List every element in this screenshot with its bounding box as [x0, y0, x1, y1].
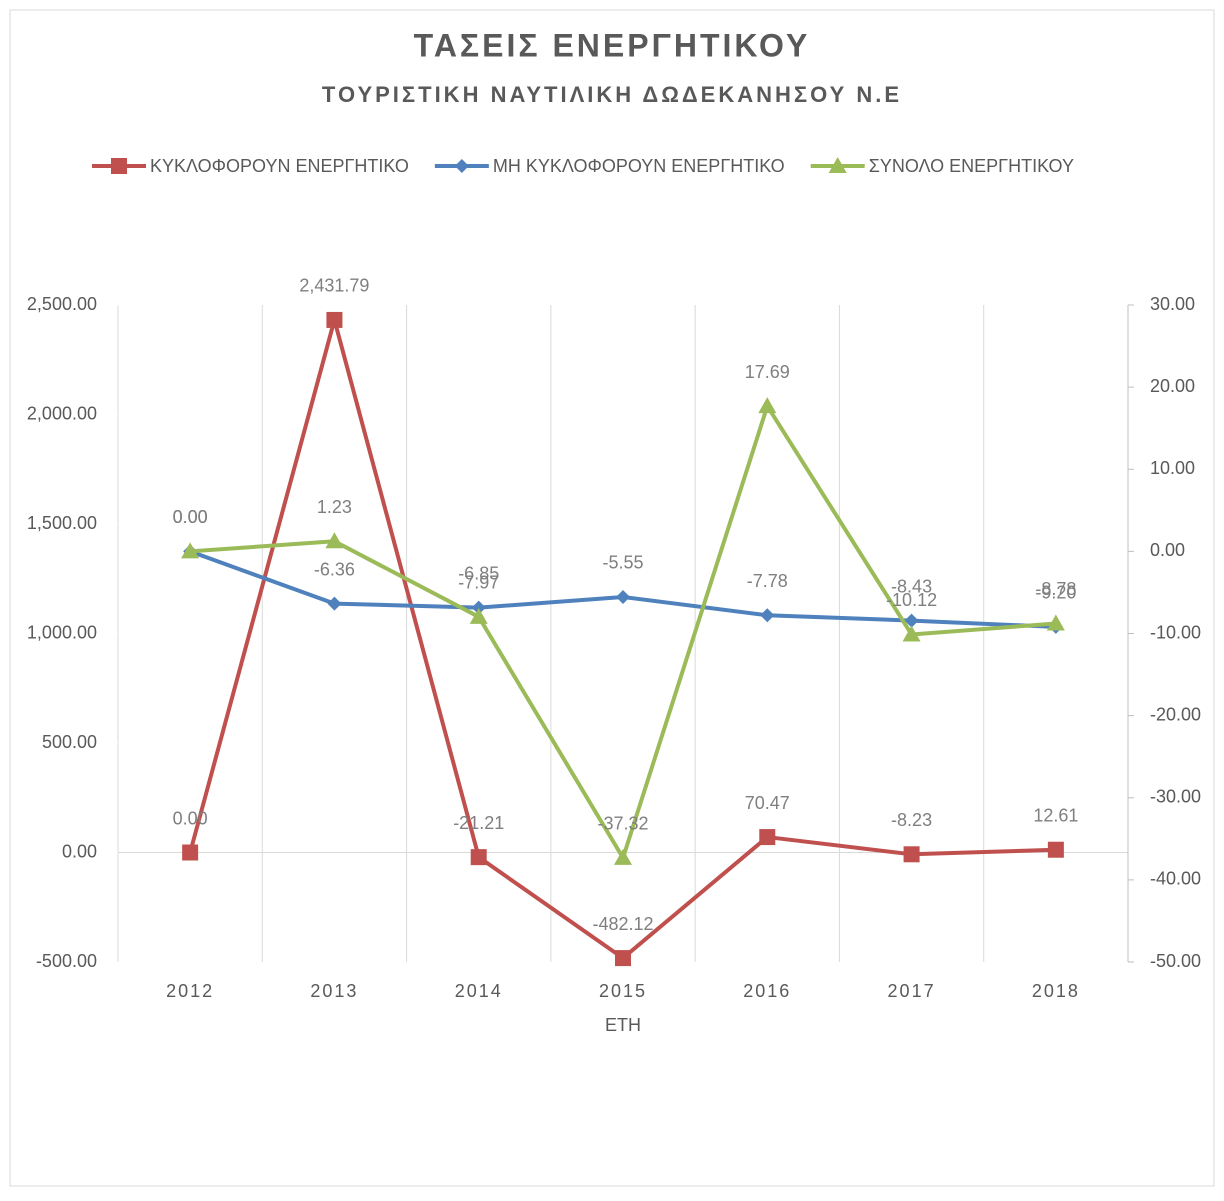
x-tick-label: 2014 — [455, 981, 503, 1001]
data-label: 12.61 — [1033, 805, 1078, 825]
y-tick-label: 1,500.00 — [27, 513, 97, 533]
data-label: -6.85 — [458, 563, 499, 583]
x-tick-label: 2017 — [888, 981, 936, 1001]
marker — [615, 950, 631, 967]
marker — [454, 159, 469, 173]
y-tick-label: 1,000.00 — [27, 622, 97, 642]
data-label: 1.23 — [317, 497, 352, 517]
data-label: 70.47 — [745, 793, 790, 813]
legend-label: ΣΥΝΟΛΟ ΕΝΕΡΓΗΤΙΚΟΥ — [869, 156, 1074, 176]
y2-tick-label: -40.00 — [1150, 869, 1201, 889]
y-tick-label: 2,500.00 — [27, 294, 97, 314]
x-tick-label: 2015 — [599, 981, 647, 1001]
marker — [326, 311, 343, 328]
marker — [182, 844, 199, 861]
x-axis-label: ΕΤΗ — [605, 1015, 641, 1035]
marker — [903, 846, 920, 863]
y2-tick-label: -50.00 — [1150, 951, 1201, 971]
y-tick-label: -500.00 — [36, 951, 97, 971]
data-label: -9.20 — [1035, 583, 1076, 603]
marker — [828, 157, 847, 173]
marker — [325, 532, 344, 549]
data-label: 17.69 — [745, 362, 790, 382]
marker — [904, 613, 919, 628]
data-label: -8.23 — [891, 810, 932, 830]
x-tick-label: 2013 — [310, 981, 358, 1001]
y2-tick-label: 20.00 — [1150, 376, 1195, 396]
data-label: -482.12 — [592, 914, 653, 934]
chart-title: ΤΑΣΕΙΣ ΕΝΕΡΓΗΤΙΚΟΥ — [414, 27, 811, 63]
data-label: 0.00 — [173, 507, 208, 527]
data-label: -5.55 — [602, 553, 643, 573]
x-tick-label: 2012 — [166, 981, 214, 1001]
y-tick-label: 0.00 — [62, 841, 97, 861]
marker — [111, 158, 127, 174]
legend-label: ΜΗ ΚΥΚΛΟΦΟΡΟΥΝ ΕΝΕΡΓΗΤΙΚΟ — [493, 156, 785, 176]
y2-tick-label: 30.00 — [1150, 294, 1195, 314]
data-label: -7.97 — [458, 573, 499, 593]
marker — [470, 849, 487, 866]
data-label: -8.78 — [1035, 579, 1076, 599]
marker — [469, 607, 488, 624]
marker — [616, 589, 630, 604]
legend-label: ΚΥΚΛΟΦΟΡΟΥΝ ΕΝΕΡΓΗΤΙΚΟ — [150, 156, 409, 176]
marker — [471, 600, 486, 615]
data-label: -10.12 — [886, 590, 937, 610]
marker — [760, 608, 775, 623]
marker — [758, 397, 777, 414]
y2-tick-label: -20.00 — [1150, 704, 1201, 724]
marker — [902, 625, 921, 642]
data-label: -6.36 — [314, 559, 355, 579]
y-tick-label: 500.00 — [42, 732, 97, 752]
y2-tick-label: -30.00 — [1150, 787, 1201, 807]
marker — [327, 596, 342, 611]
y2-tick-label: -10.00 — [1150, 622, 1201, 642]
x-tick-label: 2016 — [743, 981, 791, 1001]
marker — [759, 829, 776, 846]
data-label: -8.43 — [891, 576, 932, 596]
data-label: -21.21 — [453, 813, 504, 833]
marker — [1047, 841, 1064, 858]
y2-tick-label: 0.00 — [1150, 540, 1185, 560]
data-label: -7.78 — [747, 571, 788, 591]
data-label: -37.32 — [597, 814, 648, 834]
y2-tick-label: 10.00 — [1150, 458, 1195, 478]
data-label: 0.00 — [173, 507, 208, 527]
marker — [181, 542, 200, 559]
data-label: 0.00 — [173, 808, 208, 828]
marker — [614, 848, 632, 865]
marker — [1046, 614, 1065, 631]
y-tick-label: 2,000.00 — [27, 403, 97, 423]
x-tick-label: 2018 — [1032, 981, 1080, 1001]
chart-subtitle: ΤΟΥΡΙΣΤΙΚΗ ΝΑΥΤΙΛΙΚΗ ΔΩΔΕΚΑΝΗΣΟΥ Ν.Ε — [322, 82, 902, 107]
data-label: 2,431.79 — [299, 276, 369, 296]
